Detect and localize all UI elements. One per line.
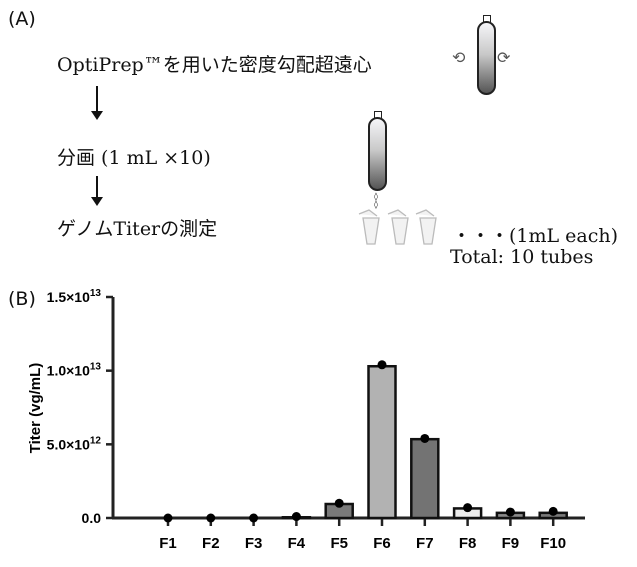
data-point-f7: [420, 433, 430, 443]
y-tick-label: 1.5×1013: [47, 288, 102, 305]
bar-f7: [410, 437, 440, 520]
y-tick-label: 5.0×1012: [47, 435, 102, 452]
x-tick-label: F7: [416, 535, 434, 552]
panel-b-label: (B): [8, 288, 36, 310]
arrow-down-icon: [91, 86, 103, 120]
data-point-f1: [163, 513, 173, 523]
total-tubes-note: Total: 10 tubes: [450, 246, 594, 268]
data-point-f3: [249, 513, 259, 523]
y-axis-label: Titer (vg/mL): [27, 363, 44, 454]
x-tick-label: F4: [288, 535, 306, 552]
data-point-f2: [206, 513, 216, 523]
bar-f6: [367, 364, 397, 520]
x-tick-label: F10: [540, 535, 566, 552]
x-tick-label: F3: [245, 535, 263, 552]
data-point-f6: [377, 360, 387, 370]
centrifuge-tube-icon: [477, 21, 496, 95]
x-tick-label: F8: [459, 535, 477, 552]
y-tick-label: 1.0×1013: [47, 362, 102, 379]
step-centrifugation: OptiPrep™を用いた密度勾配超遠心: [57, 54, 372, 76]
data-point-f8: [463, 503, 473, 513]
x-tick-label: F6: [373, 535, 391, 552]
x-tick-label: F1: [159, 535, 177, 552]
y-tick-label: 0.0: [82, 510, 102, 526]
data-point-f10: [548, 506, 558, 516]
x-tick-label: F5: [330, 535, 348, 552]
data-point-f4: [291, 512, 301, 522]
rotation-arrow-icon: ⟳: [497, 48, 511, 67]
microtubes-icon: [358, 209, 437, 245]
step-fractionation: 分画 (1 mL ×10): [57, 147, 211, 169]
fractionation-tube-icon: [368, 117, 387, 191]
step-titer-measurement: ゲノムTiterの測定: [57, 218, 218, 240]
panel-a-label: (A): [8, 8, 36, 30]
fraction-volume-note: ・・・(1mL each): [452, 225, 619, 247]
x-tick-label: F2: [202, 535, 220, 552]
data-point-f5: [334, 498, 344, 508]
x-tick-label: F9: [502, 535, 520, 552]
arrow-down-icon: [91, 176, 103, 206]
rotation-arrow-icon: ⟲: [452, 48, 466, 67]
data-point-f9: [505, 507, 515, 517]
droplet-icon: ◊ ◊: [374, 192, 378, 209]
